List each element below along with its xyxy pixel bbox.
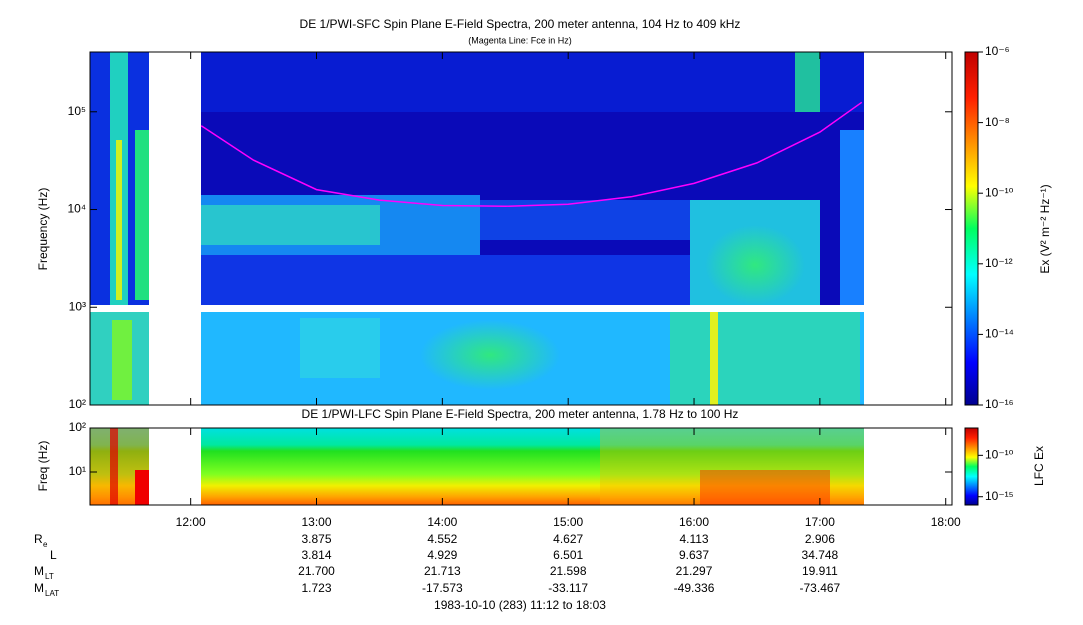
row-label: M xyxy=(34,564,44,578)
ephemeris-value: 4.627 xyxy=(553,532,583,546)
row-label-sub: LT xyxy=(45,572,54,581)
colorbar-tick-label: 10⁻¹⁵ xyxy=(985,489,1014,503)
footer: 1983-10-10 (283) 11:12 to 18:03 xyxy=(434,598,606,612)
fce-line xyxy=(200,101,863,208)
y-tick-label: 10² xyxy=(69,397,86,411)
x-tick-label: 15:00 xyxy=(553,515,583,529)
spectrogram-texture xyxy=(90,52,864,505)
ephemeris-value: 6.501 xyxy=(553,548,583,562)
colorbar-tick-label: 10⁻¹⁴ xyxy=(985,327,1014,341)
plot-frame xyxy=(89,51,953,406)
colorbar xyxy=(964,51,979,406)
y-tick-label: 10³ xyxy=(69,299,86,313)
chart-subtitle: (Magenta Line: Fce in Hz) xyxy=(468,35,572,45)
colorbar-tick-label: 10⁻¹⁰ xyxy=(985,185,1014,199)
row-label: R xyxy=(34,532,43,546)
x-tick-label: 16:00 xyxy=(679,515,709,529)
ephemeris-value: 2.906 xyxy=(805,532,835,546)
row-label: L xyxy=(50,548,57,562)
ephemeris-value: 4.113 xyxy=(679,532,708,546)
row-label-sub: LAT xyxy=(45,589,59,598)
y-axis-label: Freq (Hz) xyxy=(36,441,50,492)
ephemeris-value: 21.713 xyxy=(424,564,461,578)
x-tick-label: 14:00 xyxy=(427,515,457,529)
colorbar-tick-label: 10⁻¹⁶ xyxy=(985,397,1014,411)
x-tick-label: 12:00 xyxy=(176,515,206,529)
plot-frame xyxy=(89,427,953,506)
x-tick-label: 13:00 xyxy=(301,515,331,529)
ephemeris-value: 19.911 xyxy=(802,564,838,578)
y-tick-label: 10⁴ xyxy=(67,202,86,216)
ephemeris-value: 21.297 xyxy=(676,564,713,578)
ephemeris-value: 21.598 xyxy=(550,564,587,578)
colorbar-tick-label: 10⁻⁸ xyxy=(985,115,1010,129)
ephemeris-value: 4.552 xyxy=(427,532,457,546)
ephemeris-value: 34.748 xyxy=(802,548,839,562)
colorbar xyxy=(964,427,979,506)
ephemeris-value: 1.723 xyxy=(301,581,331,595)
y-tick-label: 10¹ xyxy=(69,464,86,478)
ephemeris-value: 4.929 xyxy=(427,548,457,562)
y-tick-label: 10⁵ xyxy=(68,104,86,118)
ephemeris-value: -17.573 xyxy=(422,581,463,595)
ephemeris-value: -73.467 xyxy=(800,581,841,595)
colorbar-tick-label: 10⁻¹² xyxy=(985,256,1013,270)
ephemeris-value: 3.814 xyxy=(301,548,331,562)
colorbar-tick-label: 10⁻⁶ xyxy=(985,44,1010,58)
y-axis-label: Frequency (Hz) xyxy=(36,188,50,271)
colorbar-tick-label: 10⁻¹⁰ xyxy=(985,447,1014,461)
ephemeris-value: -33.117 xyxy=(548,581,588,595)
ephemeris-value: 9.637 xyxy=(679,548,709,562)
colorbar-label: LFC Ex xyxy=(1032,446,1046,486)
x-tick-label: 17:00 xyxy=(805,515,835,529)
chart-title: DE 1/PWI-SFC Spin Plane E-Field Spectra,… xyxy=(300,17,741,31)
y-tick-label: 10² xyxy=(69,420,86,434)
colorbar-label: Ex (V² m⁻² Hz⁻¹) xyxy=(1038,184,1052,273)
row-label: M xyxy=(34,581,44,595)
ephemeris-value: 21.700 xyxy=(298,564,335,578)
ephemeris-value: 3.875 xyxy=(301,532,331,546)
row-label-sub: e xyxy=(43,540,48,549)
ephemeris-value: -49.336 xyxy=(674,581,715,595)
chart-title: DE 1/PWI-LFC Spin Plane E-Field Spectra,… xyxy=(302,407,739,421)
x-tick-label: 18:00 xyxy=(931,515,961,529)
